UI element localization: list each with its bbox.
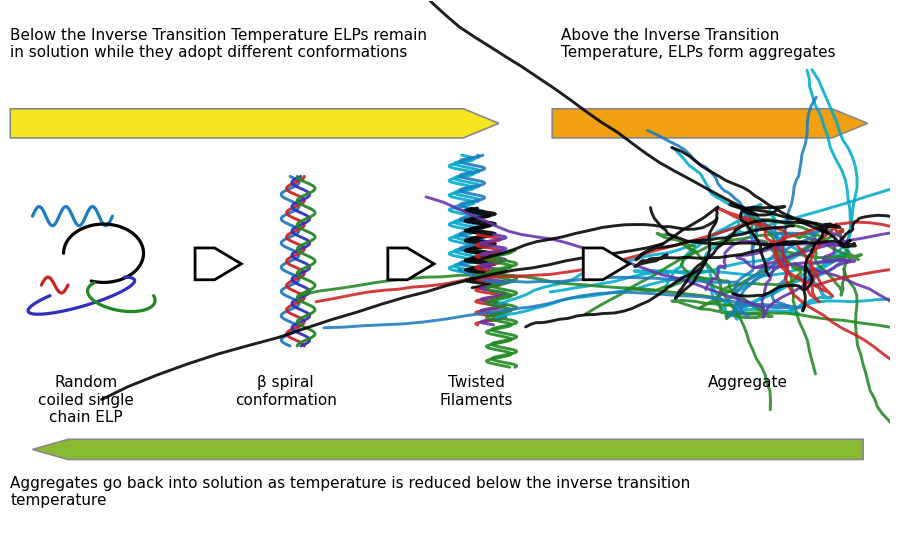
Text: Below the Inverse Transition Temperature ELPs remain
in solution while they adop: Below the Inverse Transition Temperature… [10,28,428,60]
Text: β spiral
conformation: β spiral conformation [235,375,337,408]
FancyArrow shape [10,109,499,138]
FancyArrow shape [583,248,630,280]
Text: Above the Inverse Transition
Temperature, ELPs form aggregates: Above the Inverse Transition Temperature… [561,28,835,60]
FancyArrow shape [552,109,868,138]
Text: Aggregate: Aggregate [708,375,787,390]
FancyArrow shape [33,439,863,459]
Text: Twisted
Filaments: Twisted Filaments [440,375,514,408]
Text: Aggregates go back into solution as temperature is reduced below the inverse tra: Aggregates go back into solution as temp… [10,476,690,508]
FancyArrow shape [388,248,434,280]
Text: Random
coiled single
chain ELP: Random coiled single chain ELP [38,375,134,425]
FancyArrow shape [195,248,241,280]
